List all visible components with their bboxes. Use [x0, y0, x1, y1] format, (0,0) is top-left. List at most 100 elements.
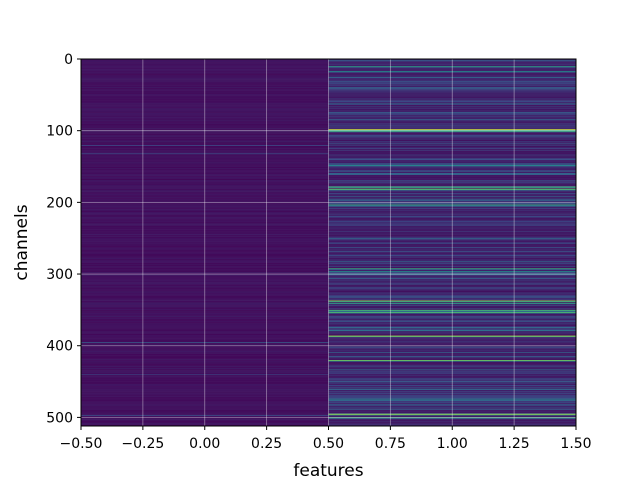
heatmap-cell	[328, 124, 576, 126]
heatmap-cell	[328, 237, 576, 239]
heatmap-cell	[328, 169, 576, 171]
heatmap-cell	[328, 424, 576, 426]
heatmap-cell	[328, 179, 576, 181]
heatmap-cell	[328, 167, 576, 169]
heatmap-cell	[81, 112, 329, 114]
heatmap-cell	[81, 342, 329, 344]
heatmap-cell	[81, 387, 329, 389]
heatmap-cell	[81, 170, 329, 172]
heatmap-cell	[328, 114, 576, 116]
heatmap-cell	[328, 176, 576, 178]
heatmap-cell	[328, 234, 576, 236]
heatmap-cell	[81, 310, 329, 312]
heatmap-cell	[81, 96, 329, 99]
heatmap-cell	[328, 301, 576, 304]
heatmap-cell	[328, 264, 576, 266]
heatmap-cell	[81, 333, 329, 335]
x-axis-ticks: −0.50 −0.25 0.00 0.25 0.50 0.75 1.00 1.25 1.50	[60, 426, 592, 452]
heatmap-cell	[81, 405, 329, 407]
y-axis-ticks: 0 100 200 300 400 500	[46, 52, 81, 426]
heatmap-cell	[81, 251, 329, 253]
heatmap-cell	[81, 325, 329, 327]
heatmap-cell	[328, 250, 576, 252]
heatmap-cell	[328, 339, 576, 342]
heatmap-cell	[328, 342, 576, 344]
heatmap-cell	[328, 107, 576, 109]
heatmap-cell	[81, 270, 329, 272]
heatmap-cell	[81, 208, 329, 210]
heatmap-cell	[81, 326, 329, 328]
heatmap-cell	[81, 354, 329, 356]
x-tick-label: 0.75	[375, 436, 406, 452]
heatmap-cell	[328, 81, 576, 84]
heatmap-cell	[328, 232, 576, 234]
heatmap-cell	[81, 181, 329, 183]
heatmap-cell	[81, 353, 329, 355]
heatmap-cell	[81, 374, 329, 376]
heatmap-cell	[81, 347, 329, 349]
heatmap-cell	[81, 157, 329, 159]
heatmap-cell	[81, 157, 329, 159]
heatmap-cell	[81, 146, 329, 148]
heatmap-cell	[328, 235, 576, 237]
heatmap-cell	[81, 147, 329, 149]
heatmap-cell	[328, 261, 576, 263]
heatmap-cell	[81, 407, 329, 409]
heatmap-cell	[328, 383, 576, 385]
heatmap-cell	[81, 277, 329, 279]
heatmap-cell	[81, 309, 329, 311]
heatmap-cell	[81, 267, 329, 269]
heatmap-cell	[81, 193, 329, 195]
heatmap-cell	[328, 266, 576, 268]
heatmap-cell	[81, 162, 329, 164]
heatmap-cell	[81, 263, 329, 265]
heatmap-cell	[328, 94, 576, 96]
heatmap-cell	[328, 76, 576, 78]
heatmap-cell	[81, 190, 329, 192]
heatmap-cell	[328, 272, 576, 274]
heatmap-cell	[81, 152, 329, 154]
heatmap-cell	[81, 272, 329, 274]
heatmap-cell	[328, 355, 576, 357]
heatmap-cell	[328, 314, 576, 316]
heatmap-cell	[328, 86, 576, 88]
heatmap-cell	[81, 420, 329, 423]
heatmap-cell	[81, 102, 329, 104]
heatmap-cell	[81, 375, 329, 377]
heatmap-cell	[328, 173, 576, 175]
heatmap-cell	[81, 149, 329, 151]
heatmap-cell	[81, 140, 329, 142]
heatmap-cell	[328, 65, 576, 67]
heatmap-cell	[328, 275, 576, 277]
heatmap-cell	[328, 360, 576, 362]
heatmap-cell	[81, 124, 329, 126]
heatmap-cell	[81, 273, 329, 275]
heatmap-cell	[328, 144, 576, 146]
heatmap-cell	[328, 362, 576, 364]
heatmap-cell	[81, 142, 329, 144]
heatmap-cell	[328, 162, 576, 164]
heatmap-cell	[328, 229, 576, 231]
heatmap-cell	[81, 342, 329, 344]
heatmap-cell	[328, 246, 576, 248]
heatmap-cell	[328, 105, 576, 107]
heatmap-cell	[81, 299, 329, 301]
heatmap-cell	[81, 301, 329, 303]
heatmap-cell	[328, 225, 576, 227]
heatmap-cell	[328, 188, 576, 190]
heatmap-cell	[81, 363, 329, 365]
heatmap-cell	[81, 297, 329, 299]
heatmap-cell	[81, 288, 329, 290]
heatmap-cell	[81, 134, 329, 137]
heatmap-cell	[328, 82, 576, 84]
heatmap-cell	[328, 195, 576, 197]
heatmap-cell	[328, 345, 576, 347]
heatmap-cell	[328, 146, 576, 148]
heatmap-cell	[81, 362, 329, 364]
heatmap-cell	[81, 319, 329, 321]
heatmap-cell	[328, 180, 576, 182]
heatmap-cell	[81, 160, 329, 162]
heatmap-cell	[81, 183, 329, 185]
heatmap-cell	[81, 145, 329, 147]
heatmap-cell	[328, 322, 576, 324]
